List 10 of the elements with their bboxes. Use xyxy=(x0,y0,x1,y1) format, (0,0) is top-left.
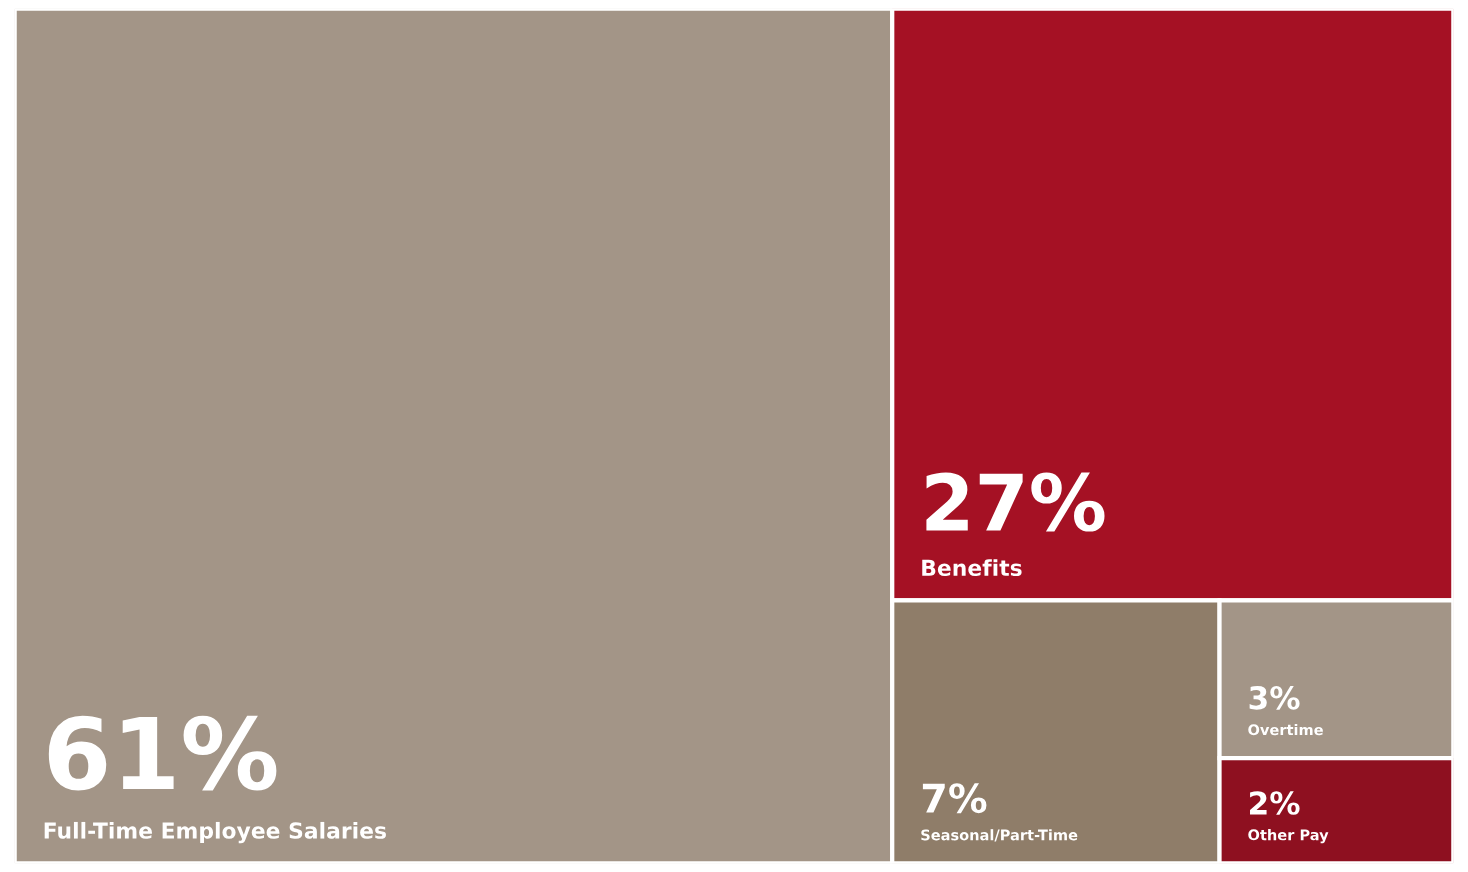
data-label: 61% xyxy=(48,715,277,791)
category-label: Full-Time Employee Salaries xyxy=(44,821,386,844)
category-label: Other Pay xyxy=(1248,829,1329,844)
category-label: Overtime xyxy=(1248,723,1323,736)
category-label: Seasonal/Part-Time xyxy=(921,829,1078,842)
data-label: 2% xyxy=(1250,791,1300,815)
data-label: 7% xyxy=(922,783,987,814)
data-label: 27% xyxy=(926,472,1105,532)
data-label: 3% xyxy=(1249,686,1300,710)
category-label: Benefits xyxy=(922,559,1022,577)
